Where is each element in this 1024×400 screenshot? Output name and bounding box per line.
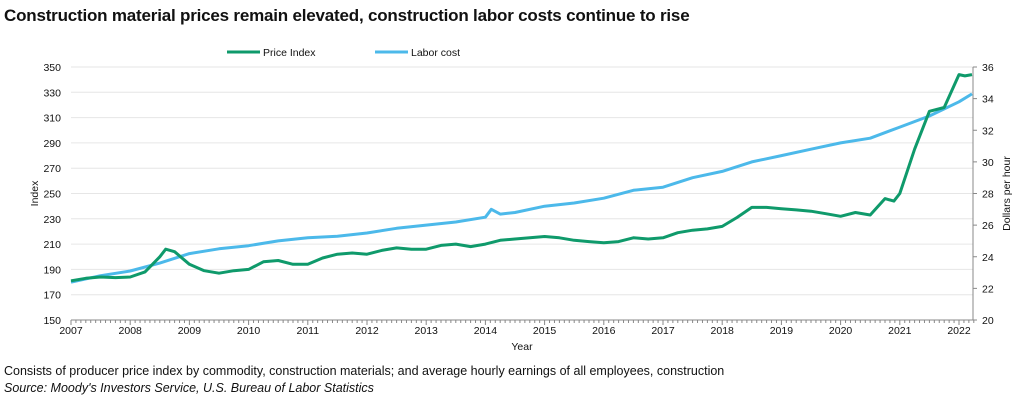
source-note: Source: Moody's Investors Service, U.S. … — [4, 381, 374, 395]
y-tick-label: 250 — [43, 189, 61, 201]
x-tick-label: 2012 — [355, 325, 379, 337]
y2-tick-label: 36 — [982, 62, 994, 74]
x-tick-label: 2019 — [770, 325, 794, 337]
y-tick-label: 290 — [43, 138, 61, 150]
x-tick-label: 2015 — [533, 325, 557, 337]
chart-title: Construction material prices remain elev… — [4, 6, 690, 25]
y-tick-label: 150 — [43, 315, 61, 327]
legend-label: Price Index — [263, 47, 316, 59]
x-tick-label: 2008 — [119, 325, 143, 337]
series-line-price-index — [70, 73, 973, 283]
x-tick-label: 2018 — [711, 325, 735, 337]
y2-tick-label: 24 — [982, 252, 994, 264]
line-chart: 1501701902102302502702903103303502022242… — [29, 47, 1013, 353]
x-tick-label: 2020 — [829, 325, 853, 337]
x-tick-label: 2009 — [178, 325, 202, 337]
x-tick-label: 2011 — [297, 325, 320, 337]
x-tick-label: 2022 — [947, 325, 971, 337]
x-tick-label: 2017 — [651, 325, 675, 337]
x-tick-label: 2007 — [59, 325, 83, 337]
x-tick-label: 2013 — [415, 325, 439, 337]
y2-tick-label: 22 — [982, 283, 994, 295]
y2-tick-label: 32 — [982, 125, 994, 137]
y-tick-label: 350 — [43, 62, 61, 74]
y-tick-label: 310 — [43, 113, 61, 125]
y-tick-label: 210 — [43, 239, 61, 251]
x-tick-label: 2010 — [237, 325, 261, 337]
y2-tick-label: 30 — [982, 157, 994, 169]
y-tick-label: 170 — [43, 290, 61, 302]
x-axis-label: Year — [511, 341, 533, 353]
series-line-labor-cost — [70, 92, 973, 284]
y-tick-label: 330 — [43, 87, 61, 99]
x-tick-label: 2016 — [592, 325, 616, 337]
y2-axis-label: Dollars per hour — [1001, 156, 1013, 231]
legend-label: Labor cost — [411, 47, 460, 59]
y2-tick-label: 20 — [982, 315, 994, 327]
y2-tick-label: 26 — [982, 220, 994, 232]
footnote: Consists of producer price index by comm… — [4, 364, 725, 378]
x-tick-label: 2021 — [888, 325, 912, 337]
y-axis-label: Index — [29, 180, 41, 206]
y-tick-label: 190 — [43, 264, 61, 276]
y-tick-label: 230 — [43, 214, 61, 226]
x-tick-label: 2014 — [474, 325, 498, 337]
y2-tick-label: 34 — [982, 94, 994, 106]
y2-tick-label: 28 — [982, 189, 994, 201]
y-tick-label: 270 — [43, 163, 61, 175]
